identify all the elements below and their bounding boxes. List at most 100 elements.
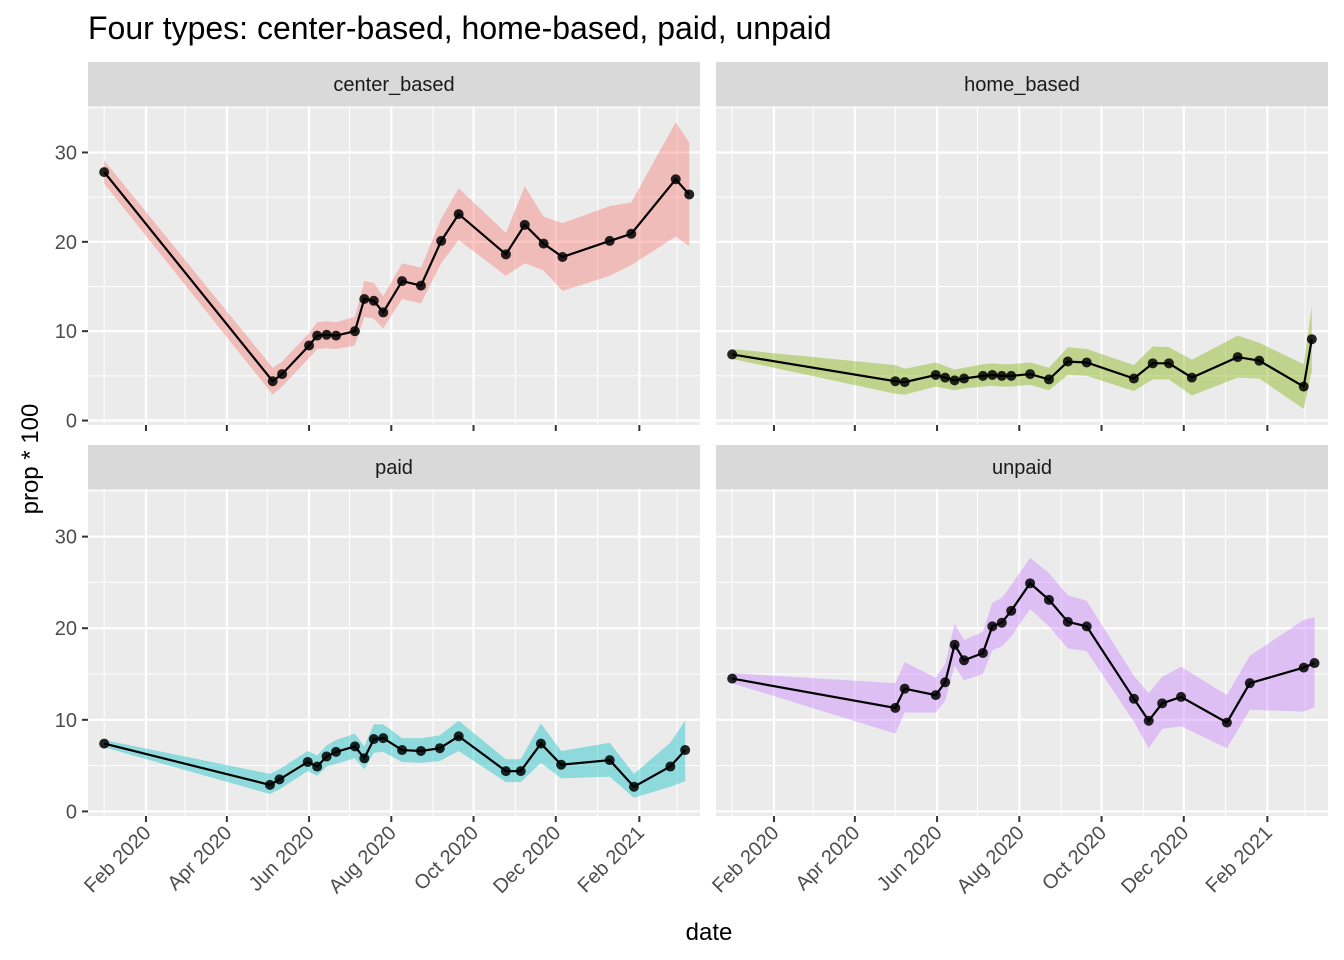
data-point [349,326,360,337]
data-point [996,617,1007,628]
x-tick-label: Oct 2020 [1038,822,1111,895]
data-point [626,228,637,239]
data-point [949,639,960,650]
x-tick-label: Dec 2020 [489,822,565,898]
data-point [930,690,941,701]
data-point [434,743,445,754]
data-point [274,774,285,785]
data-point [99,167,110,178]
data-point [415,745,426,756]
data-point [415,280,426,291]
x-tick-label: Apr 2020 [791,822,864,895]
data-point [453,209,464,220]
data-point [312,330,323,341]
panel-paid: paid 0 10 20 30 Feb 2020 Apr 2020 Jun 2020 Aug 2… [55,445,700,898]
data-point [359,753,370,764]
data-point [331,746,342,757]
data-point [1025,578,1036,589]
data-point [727,673,738,684]
data-point [378,733,389,744]
data-point [1147,358,1158,369]
x-tick-label: Feb 2020 [708,822,783,897]
data-point [899,377,910,388]
y-axis-title: prop * 100 [17,404,44,515]
data-point [949,375,960,386]
data-point [557,252,568,263]
data-point [267,376,278,387]
y-tick-label: 0 [66,801,77,823]
data-point [977,647,988,658]
panel-home-based: home_based [716,62,1328,431]
data-point [1298,662,1309,673]
data-point [368,295,379,306]
data-point [538,238,549,249]
y-tick-label: 20 [55,618,77,640]
data-point [321,329,332,340]
data-point [312,761,323,772]
x-tick-label: Feb 2020 [80,822,155,897]
y-tick-label: 0 [66,411,77,433]
data-point [264,779,275,790]
x-tick-label: Feb 2021 [574,822,649,897]
data-point [1186,372,1197,383]
x-tick-label: Dec 2020 [1117,822,1193,898]
facet-strip-label: unpaid [992,457,1052,479]
grid [88,489,700,816]
data-point [1062,616,1073,627]
data-point [535,738,546,749]
data-point [899,683,910,694]
data-point [628,781,639,792]
data-point [604,235,615,246]
data-point [1062,356,1073,367]
data-point [397,745,408,756]
data-point [890,376,901,387]
data-point [1006,370,1017,381]
data-point [556,759,567,770]
data-point [1232,352,1243,363]
data-point [378,307,389,318]
grid [716,489,1328,816]
data-point [1163,358,1174,369]
x-tick-label: Aug 2020 [325,822,401,898]
data-point [977,370,988,381]
data-point [1006,605,1017,616]
data-point [727,349,738,360]
y-tick-label: 30 [55,142,77,164]
y-tick-label: 30 [55,527,77,549]
data-point [996,370,1007,381]
data-point [99,738,110,749]
x-tick-label: Oct 2020 [410,822,483,895]
y-tick-label: 10 [55,321,77,343]
x-axis-title: date [686,919,733,946]
data-point [1081,621,1092,632]
grid [716,106,1328,425]
y-tick-label: 20 [55,232,77,254]
confidence-ribbon [732,306,1312,409]
facet-strip-label: paid [375,457,413,479]
data-point [302,756,313,767]
data-point [321,751,332,762]
data-point [500,766,511,777]
panel-unpaid: unpaid Feb 2020 Apr 2020 Jun 2020 Aug 2020 Oc… [708,445,1328,898]
data-point [331,330,342,341]
data-point [519,219,530,230]
data-point [1254,355,1265,366]
y-tick-label: 10 [55,710,77,732]
chart-title: Four types: center-based, home-based, pa… [88,10,832,46]
data-point [604,755,615,766]
confidence-ribbon [104,122,690,395]
x-tick-label: Apr 2020 [163,822,236,895]
data-point [1176,691,1187,702]
facet-strip-label: home_based [964,74,1080,96]
data-point [940,677,951,688]
data-point [1128,373,1139,384]
data-point [1306,334,1317,345]
x-tick-label: Aug 2020 [953,822,1029,898]
data-point [1309,658,1320,669]
facet-strip [88,62,700,106]
data-point [349,741,360,752]
data-point [890,702,901,713]
data-point [987,369,998,380]
